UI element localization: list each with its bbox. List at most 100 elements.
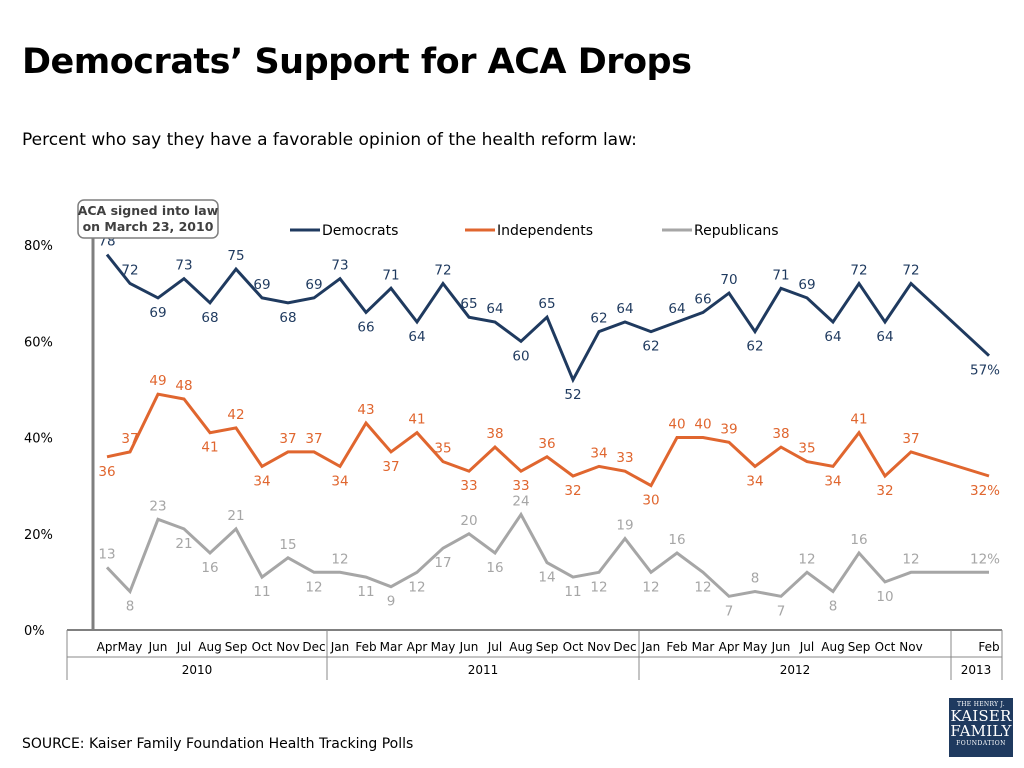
- x-tick-label: Jun: [771, 640, 791, 654]
- data-label: 49: [149, 373, 166, 389]
- data-label: 21: [175, 536, 192, 552]
- x-tick-label: Apr: [97, 640, 118, 654]
- data-label: 68: [201, 310, 218, 326]
- data-label: 32%: [970, 483, 1000, 499]
- data-label: 37: [382, 459, 399, 475]
- legend-label: Republicans: [694, 223, 779, 239]
- data-label: 8: [829, 599, 838, 615]
- data-label: 35: [798, 441, 815, 457]
- x-tick-label: Apr: [719, 640, 740, 654]
- data-label: 34: [253, 473, 270, 489]
- data-label: 12: [798, 551, 815, 567]
- data-label: 37: [279, 431, 296, 447]
- data-label: 12: [694, 579, 711, 595]
- x-tick-label: Nov: [899, 640, 922, 654]
- y-tick-label: 0%: [24, 624, 45, 639]
- data-label: 7: [777, 603, 786, 619]
- x-tick-label: Jan: [330, 640, 350, 654]
- chart-subtitle: Percent who say they have a favorable op…: [22, 130, 637, 150]
- x-tick-label: Sep: [225, 640, 248, 654]
- data-label: 12: [902, 551, 919, 567]
- data-label: 8: [751, 571, 760, 587]
- data-label: 73: [331, 258, 348, 274]
- source-note: SOURCE: Kaiser Family Foundation Health …: [22, 736, 414, 752]
- data-label: 72: [121, 263, 138, 279]
- series-line: [105, 253, 991, 384]
- x-tick-label: May: [743, 640, 768, 654]
- x-tick-label: May: [431, 640, 456, 654]
- data-label: 71: [772, 267, 789, 283]
- legend-label: Independents: [497, 223, 593, 239]
- data-label: 33: [512, 478, 529, 494]
- x-tick-label: Jun: [459, 640, 479, 654]
- data-label: 52: [564, 387, 581, 403]
- data-label: 40: [668, 417, 685, 433]
- data-label: 69: [798, 277, 815, 293]
- data-label: 23: [149, 498, 166, 514]
- data-label: 38: [486, 426, 503, 442]
- x-tick-label: Oct: [252, 640, 273, 654]
- data-label: 11: [357, 584, 374, 600]
- data-label: 32: [564, 483, 581, 499]
- x-tick-label: Oct: [563, 640, 584, 654]
- data-label: 35: [434, 441, 451, 457]
- x-tick-label: Feb: [978, 640, 999, 654]
- x-tick-label: Apr: [407, 640, 428, 654]
- data-label: 64: [668, 301, 685, 317]
- data-label: 34: [746, 473, 763, 489]
- data-label: 64: [876, 329, 893, 345]
- data-label: 38: [772, 426, 789, 442]
- data-label: 71: [382, 267, 399, 283]
- x-tick-label: Jul: [799, 640, 814, 654]
- data-label: 13: [98, 546, 115, 562]
- data-label: 73: [175, 258, 192, 274]
- data-label: 41: [850, 412, 867, 428]
- data-label: 11: [253, 584, 270, 600]
- data-label: 34: [824, 473, 841, 489]
- data-label: 64: [824, 329, 841, 345]
- y-tick-label: 40%: [24, 432, 53, 447]
- x-tick-label: Jul: [487, 640, 502, 654]
- data-label: 37: [305, 431, 322, 447]
- x-tick-label: Mar: [692, 640, 715, 654]
- x-tick-label: Aug: [509, 640, 532, 654]
- x-tick-label: Jul: [176, 640, 191, 654]
- data-label: 12: [590, 579, 607, 595]
- y-tick-label: 80%: [24, 239, 53, 254]
- data-label: 60: [512, 348, 529, 364]
- data-label: 36: [538, 436, 555, 452]
- data-label: 69: [149, 305, 166, 321]
- data-label: 12: [331, 551, 348, 567]
- data-label: 20: [460, 513, 477, 529]
- data-label: 42: [227, 407, 244, 423]
- data-label: 16: [201, 560, 218, 576]
- data-label: 12: [305, 579, 322, 595]
- data-label: 72: [902, 263, 919, 279]
- data-label: 72: [850, 263, 867, 279]
- data-label: 43: [357, 402, 374, 418]
- data-label: 57%: [970, 363, 1000, 379]
- data-label: 16: [486, 560, 503, 576]
- data-label: 66: [357, 319, 374, 335]
- data-label: 66: [694, 291, 711, 307]
- series-line: [105, 511, 989, 598]
- data-label: 10: [876, 589, 893, 605]
- data-label: 64: [408, 329, 425, 345]
- data-label: 69: [305, 277, 322, 293]
- x-tick-label: Mar: [380, 640, 403, 654]
- x-tick-label: Sep: [536, 640, 559, 654]
- data-label: 16: [668, 532, 685, 548]
- data-label: 21: [227, 508, 244, 524]
- data-label: 41: [201, 440, 218, 456]
- data-label: 14: [538, 570, 555, 586]
- data-label: 12: [408, 579, 425, 595]
- y-tick-label: 20%: [24, 528, 53, 543]
- data-label: 65: [538, 296, 555, 312]
- data-label: 69: [253, 277, 270, 293]
- data-label: 72: [434, 263, 451, 279]
- x-tick-label: Oct: [875, 640, 896, 654]
- year-label: 2013: [961, 663, 992, 677]
- data-label: 12%: [970, 551, 1000, 567]
- data-label: 34: [590, 445, 607, 461]
- y-tick-label: 60%: [24, 335, 53, 350]
